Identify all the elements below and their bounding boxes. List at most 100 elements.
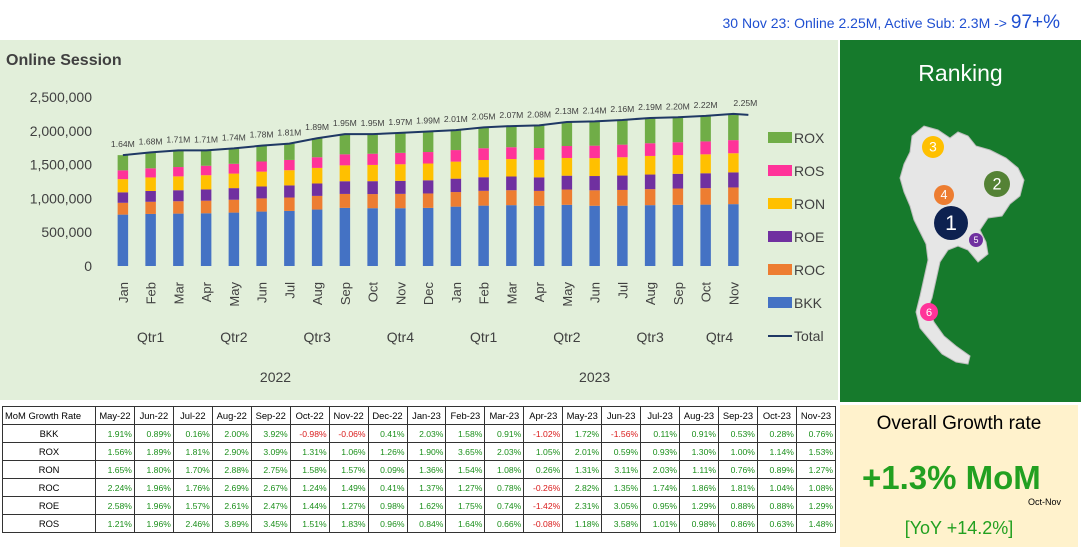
- bar-segment-bkk: [672, 204, 684, 266]
- growth-period: Oct-Nov: [1028, 497, 1062, 507]
- table-cell: 3.58%: [601, 514, 642, 533]
- x-tick-label: Jan: [116, 282, 131, 303]
- table-cell: 2.46%: [172, 514, 213, 533]
- table-cell: 1.49%: [328, 478, 369, 497]
- bar-segment-ros: [506, 147, 517, 160]
- table-cell: 0.93%: [640, 442, 681, 461]
- column-header: Aug-23: [679, 406, 719, 425]
- y-tick-label: 1,000,000: [30, 190, 92, 206]
- table-cell: 0.76%: [795, 424, 837, 443]
- bar-segment-ron: [617, 157, 628, 176]
- x-tick-label: Feb: [144, 282, 159, 304]
- table-cell: 0.41%: [367, 478, 408, 497]
- bar-segment-ron: [284, 170, 295, 186]
- bar-segment-rox: [728, 113, 739, 141]
- bar-segment-roc: [228, 199, 240, 213]
- bar-segment-roe: [450, 178, 462, 193]
- bar-segment-rox: [450, 130, 462, 151]
- total-data-label: 2.22M: [694, 100, 718, 110]
- total-data-label: 2.07M: [499, 110, 523, 120]
- y-tick-label: 0: [84, 258, 92, 274]
- column-header: Nov-23: [795, 406, 837, 425]
- bar-segment-roc: [478, 190, 489, 206]
- chart-panel: Online Session 0 500,000 1,000,000 1,500,000…: [0, 40, 838, 400]
- table-cell: 3.09%: [250, 442, 291, 461]
- bar-segment-roe: [617, 175, 628, 190]
- table-cell: 0.78%: [484, 478, 525, 497]
- table-cell: 1.11%: [679, 460, 719, 479]
- bar-segment-roc: [617, 189, 628, 206]
- table-cell: 1.08%: [484, 460, 525, 479]
- headline-mid: , Active Sub:: [877, 15, 960, 31]
- bar-segment-ron: [395, 164, 406, 181]
- bar-segment-ros: [617, 144, 628, 158]
- table-cell: -1.02%: [523, 424, 564, 443]
- total-data-label: 1.81M: [277, 128, 301, 138]
- bar-segment-bkk: [589, 205, 600, 266]
- row-label: ROS: [2, 514, 96, 533]
- table-cell: 1.48%: [795, 514, 837, 533]
- column-header: Feb-23: [445, 406, 486, 425]
- table-cell: 1.05%: [523, 442, 564, 461]
- quarter-label: Qtr1: [470, 329, 497, 345]
- bar-segment-rox: [644, 118, 656, 144]
- table-cell: 2.67%: [250, 478, 291, 497]
- table-cell: 2.00%: [211, 424, 252, 443]
- bar-segment-roe: [644, 174, 656, 190]
- table-cell: 0.84%: [406, 514, 447, 533]
- y-tick-label: 1,500,000: [30, 157, 92, 173]
- column-header: Mar-23: [484, 406, 525, 425]
- table-cell: 2.58%: [95, 496, 135, 515]
- bar-segment-roc: [533, 190, 545, 206]
- table-cell: 1.00%: [718, 442, 758, 461]
- total-data-label: 2.16M: [610, 104, 634, 114]
- table-cell: 1.91%: [95, 424, 135, 443]
- bar-segment-bkk: [700, 204, 711, 266]
- bar-segment-roe: [228, 188, 240, 200]
- bar-segment-bkk: [200, 213, 212, 266]
- table-cell: 2.88%: [211, 460, 252, 479]
- bar-segment-ros: [367, 153, 378, 165]
- column-header: Oct-23: [756, 406, 797, 425]
- total-line: [122, 112, 749, 157]
- bar-segment-bkk: [561, 204, 573, 266]
- y-tick-label: 2,000,000: [30, 123, 92, 139]
- table-cell: 0.86%: [718, 514, 758, 533]
- column-header: Sep-22: [250, 406, 291, 425]
- table-corner: MoM Growth Rate: [2, 406, 96, 425]
- ranking-marker-number: 1: [945, 211, 957, 235]
- bar-segment-roe: [339, 181, 351, 194]
- x-tick-label: Sep: [671, 282, 686, 305]
- table-cell: 0.74%: [484, 496, 525, 515]
- x-tick-label: Oct: [366, 282, 381, 303]
- ranking-marker-4: [934, 185, 954, 205]
- row-label: ROE: [2, 496, 96, 515]
- bar-segment-roc: [395, 193, 406, 209]
- bar-segment-ron: [728, 153, 739, 173]
- online-session-chart: Online Session 0 500,000 1,000,000 1,500,000…: [6, 52, 825, 385]
- table-cell: 2.69%: [211, 478, 252, 497]
- table-cell: 0.41%: [367, 424, 408, 443]
- bar-segment-ros: [145, 168, 156, 178]
- x-tick-label: Aug: [643, 282, 658, 305]
- row-label: RON: [2, 460, 96, 479]
- ranking-marker-6: [920, 303, 938, 321]
- table-cell: 0.26%: [523, 460, 564, 479]
- bar-segment-ros: [422, 152, 434, 164]
- table-cell: 1.65%: [95, 460, 135, 479]
- bar-segment-ron: [200, 175, 212, 190]
- bar-segment-ron: [561, 157, 573, 176]
- row-label: ROC: [2, 478, 96, 497]
- table-cell: 0.98%: [367, 496, 408, 515]
- table-cell: 2.03%: [484, 442, 525, 461]
- bar-segment-roe: [395, 180, 406, 194]
- table-cell: 1.58%: [445, 424, 486, 443]
- total-data-label: 1.95M: [333, 118, 357, 128]
- x-tick-label: Jun: [255, 282, 270, 303]
- table-cell: 2.01%: [562, 442, 603, 461]
- bar-segment-rox: [117, 155, 129, 171]
- bar-segment-ron: [311, 167, 323, 184]
- ranking-marker-2: [984, 171, 1010, 197]
- table-cell: 1.27%: [445, 478, 486, 497]
- x-tick-label: Jan: [449, 282, 464, 303]
